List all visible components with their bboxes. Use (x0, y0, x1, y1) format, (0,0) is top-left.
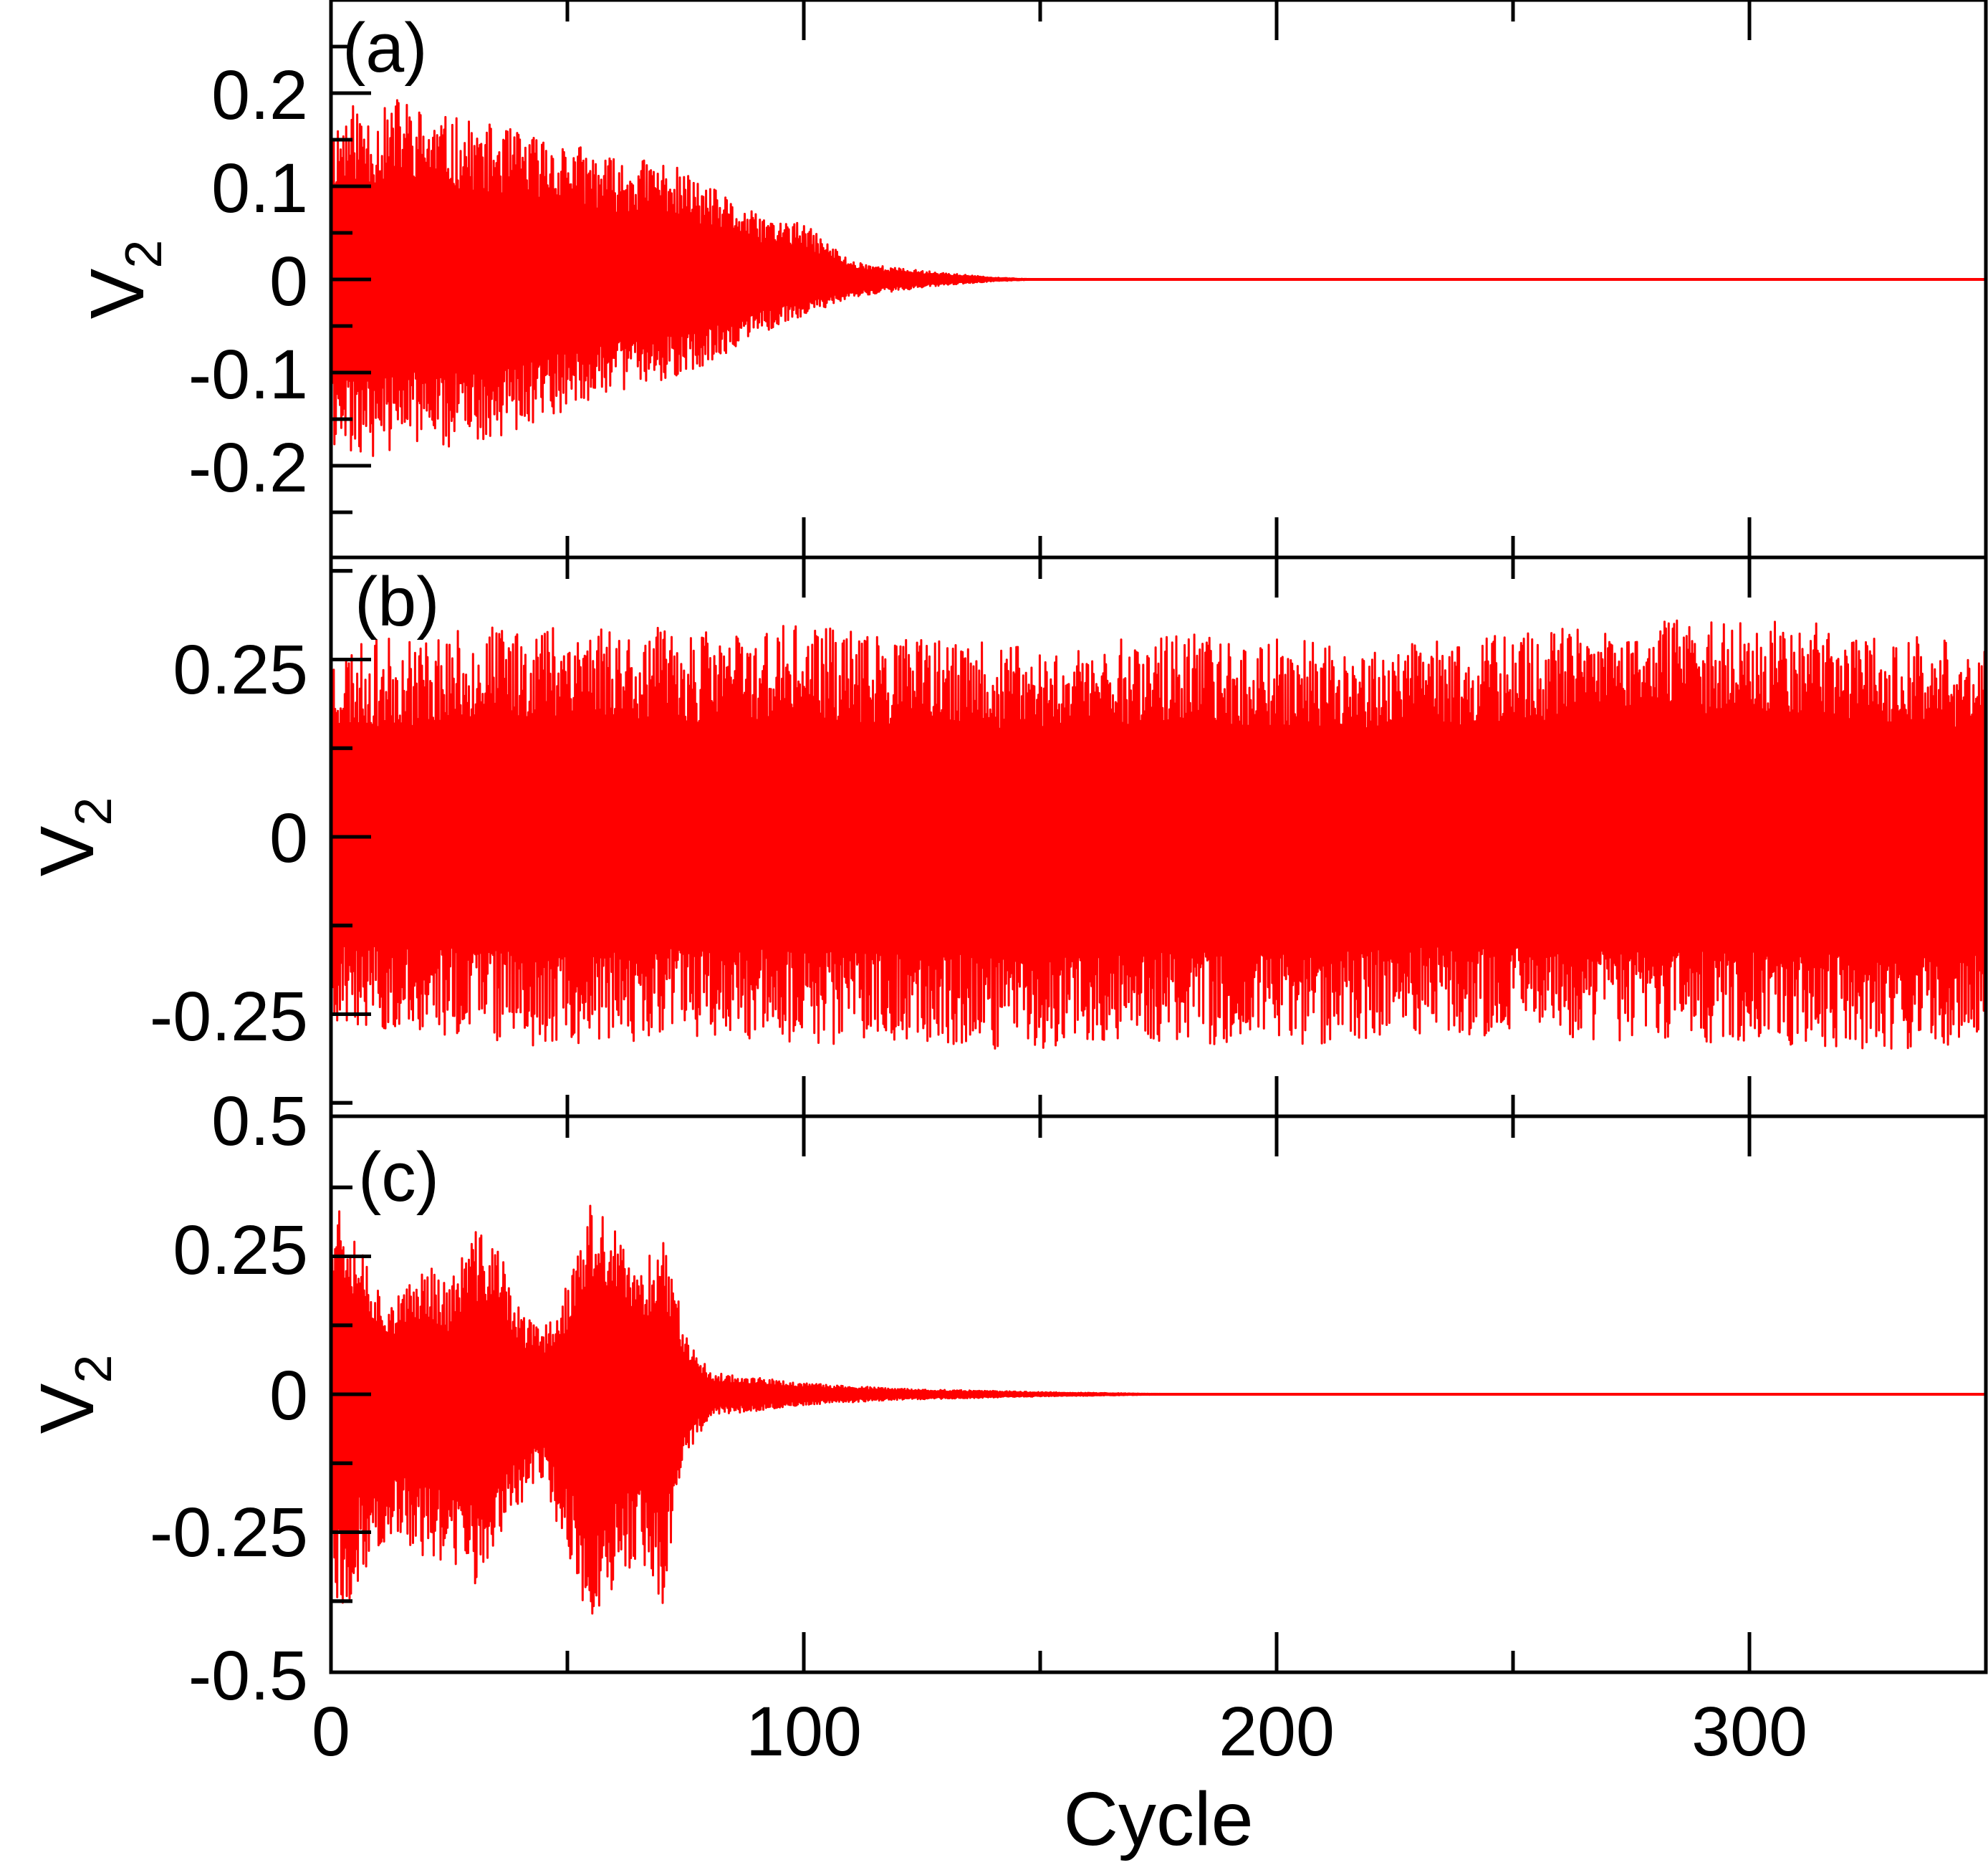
y-tick-label: -0.5 (188, 1636, 308, 1715)
y-axis-title-text: V (25, 825, 110, 876)
y-tick-label: 0.2 (211, 56, 308, 134)
ticks-b (329, 557, 1988, 1116)
x-tick-label: 0 (312, 1692, 350, 1770)
x-axis-title: Cycle (1063, 1777, 1253, 1861)
y-tick-label: 0 (269, 1356, 308, 1434)
panel-b: 0.25 0 -0.25 0.5 (b) V2 (25, 555, 1988, 1160)
y-axis-title-a: V2 (75, 240, 173, 320)
ticks-a (329, 0, 1988, 557)
y-tick-label: 0.25 (173, 631, 308, 709)
panel-a: 0.2 0.1 0 -0.1 -0.2 (a) V2 (75, 0, 1988, 560)
y-axis-title-b: V2 (25, 797, 123, 877)
y-tick-label: -0.25 (150, 1493, 308, 1571)
y-axis-title-c: V2 (25, 1355, 123, 1434)
y-axis-title-subscript: 2 (65, 797, 123, 826)
ticks-c (329, 1116, 1988, 1672)
y-axis-title-subscript: 2 (65, 1355, 123, 1384)
y-tick-label: 0 (269, 799, 308, 877)
panel-label-c: (c) (358, 1138, 439, 1216)
y-axis-title-text: V (25, 1383, 110, 1434)
y-tick-label: -0.2 (188, 428, 308, 507)
panel-label-a: (a) (342, 9, 428, 87)
plot-area-c (330, 1204, 1987, 1615)
x-tick-label: 100 (746, 1692, 862, 1770)
y-axis-title-text: V (75, 268, 160, 319)
y-tick-label: 0.25 (173, 1211, 308, 1289)
y-axis-title-subscript: 2 (115, 240, 173, 269)
y-tick-label: -0.1 (188, 335, 308, 413)
plot-area-b (330, 619, 1987, 1050)
panel-label-b: (b) (355, 562, 440, 641)
y-tick-label: -0.25 (150, 977, 308, 1055)
series-line-b (330, 619, 1987, 1050)
y-tick-label: 0 (269, 242, 308, 320)
plot-area-a (330, 99, 1987, 457)
x-tick-label: 300 (1691, 1692, 1807, 1770)
y-tick-label: 0.1 (211, 149, 308, 227)
y-tick-label: 0.5 (211, 1082, 308, 1160)
x-tick-label: 200 (1219, 1692, 1335, 1770)
panel-c: 0.25 0 -0.25 -0.5 (c) V2 0 100 200 300 C… (25, 1114, 1988, 1861)
